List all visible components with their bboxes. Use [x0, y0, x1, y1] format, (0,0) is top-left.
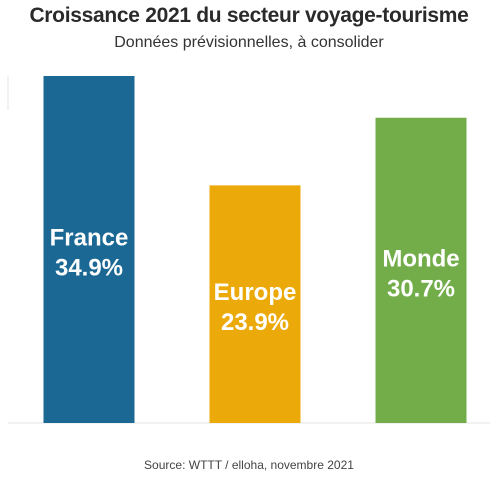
bar-category-label-europe: Europe	[214, 279, 297, 306]
chart-subtitle: Données prévisionnelles, à consolider	[114, 34, 384, 51]
bar-category-label-monde: Monde	[382, 245, 459, 272]
chart-source: Source: WTTT / elloha, novembre 2021	[144, 458, 354, 472]
bar-category-label-france: France	[50, 224, 129, 251]
bar-monde	[375, 117, 467, 424]
bar-france	[43, 75, 135, 423]
chart-title: Croissance 2021 du secteur voyage-touris…	[29, 4, 469, 27]
bar-europe	[209, 185, 301, 423]
bar-value-label-monde: 30.7%	[387, 275, 455, 302]
bar-value-label-france: 34.9%	[55, 254, 123, 281]
bar-value-label-europe: 23.9%	[221, 309, 289, 336]
